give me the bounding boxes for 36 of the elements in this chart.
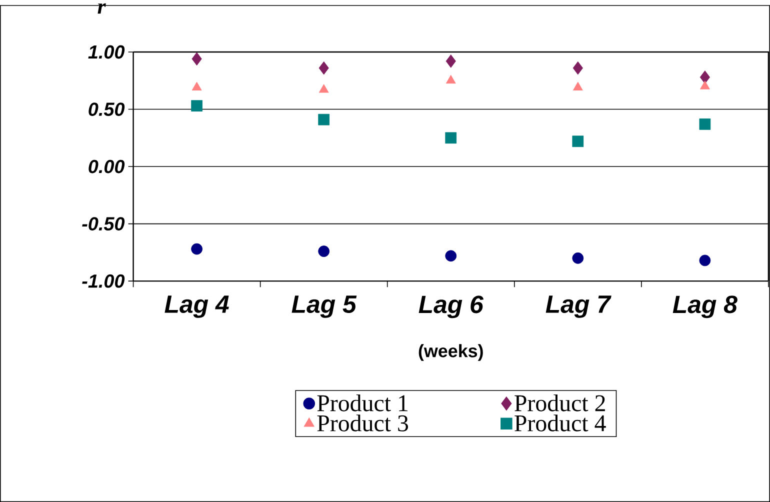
y-tick-label: -1.00 bbox=[82, 274, 125, 288]
point bbox=[318, 84, 329, 93]
point bbox=[699, 254, 711, 266]
point bbox=[572, 82, 583, 90]
point bbox=[192, 82, 202, 90]
x-tick-label: Lag 6 bbox=[418, 296, 484, 318]
x-tick-label: Lag 5 bbox=[292, 296, 357, 318]
legend-label: Product 4 bbox=[514, 414, 606, 432]
x-tick-label: Lag 7 bbox=[546, 296, 612, 318]
y-tick-label: 1.00 bbox=[88, 45, 125, 59]
y-tick-label: 0.00 bbox=[88, 160, 125, 174]
point bbox=[318, 114, 330, 126]
point bbox=[699, 118, 711, 130]
point bbox=[572, 136, 584, 148]
legend-label: Product 3 bbox=[317, 414, 408, 432]
x-tick-label: Lag 8 bbox=[672, 296, 738, 318]
point bbox=[445, 250, 457, 262]
x-axis-title: (weeks) bbox=[418, 344, 483, 361]
point bbox=[446, 54, 456, 68]
y-tick-label: 0.50 bbox=[88, 102, 125, 116]
point bbox=[191, 243, 202, 255]
point bbox=[700, 80, 710, 90]
point bbox=[446, 74, 456, 84]
y-tick-label: -0.50 bbox=[82, 217, 125, 231]
point bbox=[572, 61, 583, 75]
point bbox=[191, 100, 202, 112]
legend-label: Product 1 bbox=[317, 394, 408, 412]
point bbox=[318, 61, 329, 75]
point bbox=[318, 246, 330, 257]
point bbox=[192, 52, 202, 66]
point bbox=[572, 252, 584, 264]
legend-label: Product 2 bbox=[514, 394, 605, 412]
point bbox=[445, 132, 457, 144]
y-axis-title: r bbox=[98, 3, 106, 14]
point bbox=[700, 70, 710, 84]
x-tick-label: Lag 4 bbox=[164, 296, 229, 318]
